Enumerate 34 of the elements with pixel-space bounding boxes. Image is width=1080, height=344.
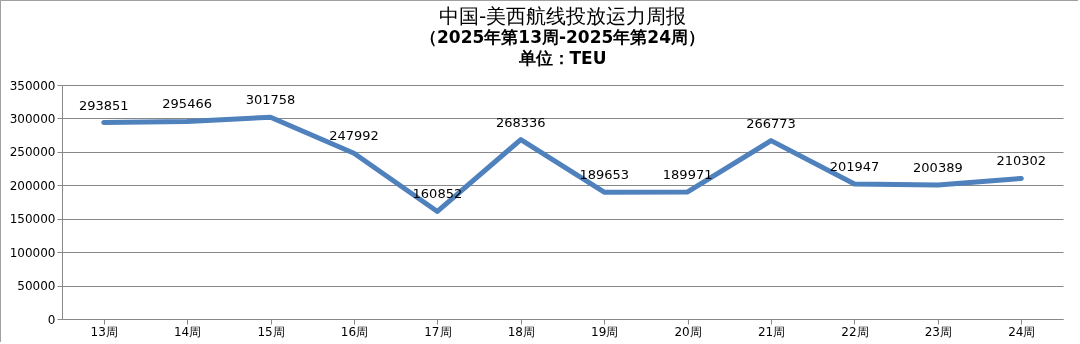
data-label: 266773 — [746, 115, 796, 131]
data-label: 301758 — [245, 92, 296, 108]
x-tick-label: 13周 — [90, 324, 118, 339]
data-label: 268336 — [495, 114, 546, 130]
data-label: 247992 — [329, 128, 379, 144]
y-tick-label: 300000 — [9, 111, 56, 126]
x-tick-label: 18周 — [507, 324, 535, 339]
data-label: 200389 — [913, 160, 963, 176]
x-tick-label: 17周 — [424, 324, 452, 339]
chart-title: 中国-美西航线投放运力周报 — [438, 4, 687, 28]
y-tick-label: 0 — [47, 312, 56, 327]
data-label: 210302 — [996, 153, 1047, 169]
y-tick-label: 150000 — [9, 212, 56, 227]
y-tick-label: 200000 — [9, 178, 56, 193]
x-tick-label: 19周 — [591, 324, 619, 339]
data-label: 189971 — [662, 166, 713, 182]
y-tick-label: 50000 — [17, 279, 56, 294]
data-label: 293851 — [78, 97, 129, 113]
data-label: 201947 — [829, 158, 880, 174]
y-tick-label: 250000 — [9, 145, 56, 160]
x-tick-label: 23周 — [924, 324, 953, 339]
x-tick-label: 20周 — [674, 324, 702, 339]
chart-subtitle: （2025年第13周-2025年第24周） — [420, 27, 705, 47]
x-tick-label: 14周 — [173, 324, 202, 339]
data-label: 189653 — [579, 167, 630, 183]
x-tick-label: 21周 — [757, 324, 786, 339]
text: 单位：TEU — [517, 48, 607, 68]
x-tick-label: 15周 — [257, 324, 285, 339]
y-tick-label: 350000 — [9, 78, 56, 93]
x-tick-label: 22周 — [841, 324, 869, 339]
x-tick-label: 16周 — [340, 324, 369, 339]
x-tick-label: 24周 — [1008, 324, 1036, 339]
y-tick-label: 100000 — [9, 245, 56, 260]
data-label: 295466 — [162, 96, 212, 112]
